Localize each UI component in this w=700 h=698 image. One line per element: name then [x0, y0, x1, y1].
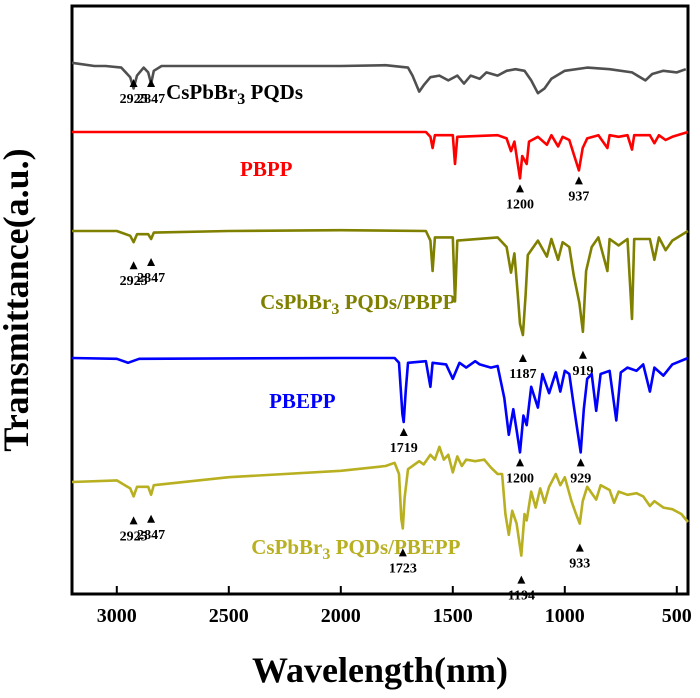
peak-label: 2847 — [137, 528, 165, 543]
x-tick-label: 1500 — [433, 605, 473, 627]
x-tick-label: 2000 — [321, 605, 361, 627]
series-line — [71, 356, 689, 454]
peak-label: 1194 — [508, 589, 535, 604]
x-tick-label: 3000 — [97, 605, 137, 627]
peak-marker — [576, 458, 585, 467]
series-suffix: PQDs/PBPP — [339, 290, 455, 314]
peak-marker — [575, 543, 584, 552]
peak-marker — [574, 176, 583, 185]
series-name: PBPP — [240, 157, 293, 181]
series-line — [71, 445, 689, 557]
peak-marker — [129, 516, 138, 525]
peak-marker — [147, 79, 156, 87]
x-tick-label: 1000 — [545, 605, 585, 627]
series-label: PBPP — [240, 157, 293, 181]
y-axis-label: Transmittance(a.u.) — [0, 148, 36, 451]
series-label: PBEPP — [269, 389, 336, 413]
peak-label: 2925 — [120, 274, 148, 289]
series-label: CsPbBr3 PQDs/PBEPP — [251, 535, 460, 563]
x-ticks: 3000 2500 2000 1500 1000 500 — [97, 586, 692, 627]
peak-marker — [517, 575, 526, 584]
peak-marker — [399, 428, 408, 436]
series-group: PBPP 1200 937 — [72, 130, 689, 212]
peak-marker — [129, 261, 138, 270]
peak-label: 1200 — [506, 471, 534, 486]
series-label: CsPbBr3 PQDs — [166, 80, 303, 108]
series-line — [71, 61, 687, 95]
peak-marker — [516, 184, 524, 193]
peak-label: 933 — [569, 557, 590, 572]
peak-label: 1187 — [509, 367, 536, 382]
plot-frame — [70, 4, 690, 596]
peak-label: 2925 — [120, 529, 148, 544]
peak-label: 2847 — [137, 92, 165, 107]
peak-marker — [516, 458, 524, 467]
series-suffix: PQDs/PBEPP — [330, 535, 460, 559]
series-name: PBEPP — [269, 389, 336, 413]
series-name: CsPbBr — [251, 535, 322, 559]
series-subscript: 3 — [237, 91, 245, 108]
peak-label: 1719 — [390, 441, 418, 456]
series-subscript: 3 — [331, 301, 339, 318]
peak-marker — [578, 350, 587, 359]
peak-marker — [398, 548, 407, 557]
peak-label: 929 — [570, 471, 591, 486]
series-label: CsPbBr3 PQDs/PBPP — [260, 290, 455, 318]
series-name: CsPbBr — [166, 80, 237, 104]
series-name: CsPbBr — [260, 290, 331, 314]
series-line — [72, 130, 689, 180]
peak-marker — [518, 354, 527, 362]
x-tick-label: 500 — [662, 605, 692, 627]
peak-label: 1723 — [389, 561, 417, 576]
peak-marker — [129, 79, 138, 87]
peak-label: 2847 — [137, 271, 165, 286]
x-tick-label: 2500 — [209, 605, 249, 627]
peak-marker — [147, 258, 156, 266]
series-group: PBEPP 1719 1200 929 — [71, 356, 689, 486]
x-axis-label: Wavelength(nm) — [252, 650, 508, 690]
peak-label: 937 — [568, 189, 589, 204]
series-line — [72, 228, 689, 337]
series-suffix: PQDs — [245, 80, 303, 104]
peak-label: 1200 — [506, 197, 534, 212]
peak-label: 919 — [572, 364, 593, 379]
series-subscript: 3 — [322, 546, 330, 563]
peak-label: 2925 — [120, 92, 148, 107]
peak-marker — [147, 514, 156, 523]
